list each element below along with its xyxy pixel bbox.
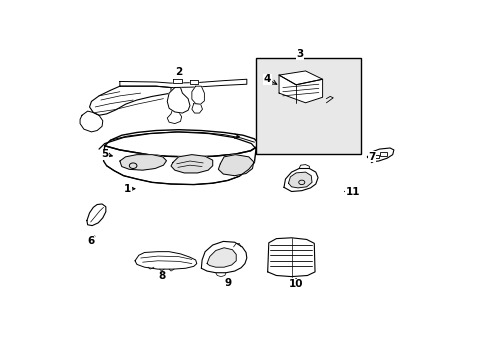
Bar xyxy=(371,155,378,158)
Polygon shape xyxy=(366,148,393,162)
Polygon shape xyxy=(167,87,189,113)
Text: 6: 6 xyxy=(87,237,94,246)
Polygon shape xyxy=(173,79,182,84)
Polygon shape xyxy=(189,80,197,84)
Polygon shape xyxy=(267,238,314,276)
Polygon shape xyxy=(120,155,166,170)
Text: 2: 2 xyxy=(175,67,182,77)
Text: 4: 4 xyxy=(264,74,271,84)
Text: 8: 8 xyxy=(158,271,165,281)
Polygon shape xyxy=(191,86,204,104)
Polygon shape xyxy=(279,71,322,85)
Polygon shape xyxy=(288,172,311,188)
Polygon shape xyxy=(89,86,171,115)
Text: 1: 1 xyxy=(123,184,131,194)
Polygon shape xyxy=(104,130,258,157)
Polygon shape xyxy=(279,75,322,103)
Text: 10: 10 xyxy=(288,279,303,289)
Text: 11: 11 xyxy=(345,186,360,197)
Polygon shape xyxy=(218,155,253,176)
Text: 3: 3 xyxy=(296,49,303,59)
Polygon shape xyxy=(167,108,181,123)
Polygon shape xyxy=(103,146,256,185)
Polygon shape xyxy=(206,248,236,267)
Text: 5: 5 xyxy=(101,149,108,159)
Polygon shape xyxy=(284,168,317,192)
Polygon shape xyxy=(171,155,212,173)
Polygon shape xyxy=(201,242,246,273)
Polygon shape xyxy=(135,252,196,269)
Polygon shape xyxy=(80,111,102,132)
Polygon shape xyxy=(191,104,202,113)
Bar xyxy=(380,152,386,156)
Bar xyxy=(256,58,360,154)
Polygon shape xyxy=(87,204,105,226)
Text: 9: 9 xyxy=(224,278,231,288)
Text: 7: 7 xyxy=(367,152,375,162)
Polygon shape xyxy=(120,79,246,87)
